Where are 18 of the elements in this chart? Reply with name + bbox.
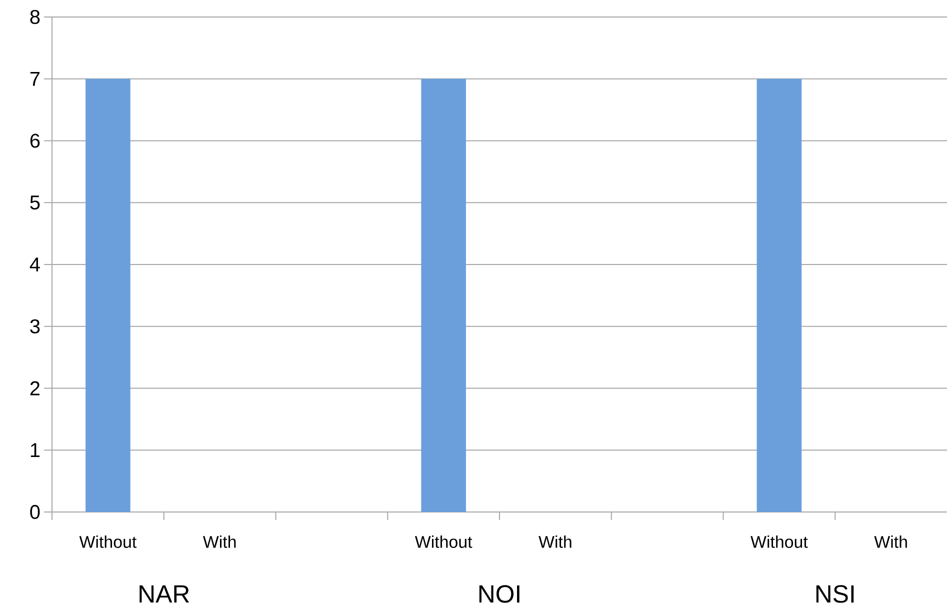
y-tick-label: 1 bbox=[30, 443, 40, 457]
text: NOI bbox=[479, 585, 520, 603]
y-tick-label: 6 bbox=[30, 134, 40, 148]
x-tick-label: Without bbox=[750, 536, 808, 548]
y-tick-label: 7 bbox=[30, 72, 40, 86]
y-tick-label: 3 bbox=[30, 319, 40, 334]
text: NSI bbox=[816, 585, 854, 603]
x-tick-label: With bbox=[202, 536, 236, 548]
text: NAR bbox=[140, 585, 190, 603]
y-tick-label: 8 bbox=[30, 10, 40, 24]
x-tick-label: Without bbox=[79, 536, 137, 548]
x-tick-label: With bbox=[538, 536, 572, 548]
y-tick-label: 0 bbox=[30, 504, 40, 520]
y-tick-label: 4 bbox=[30, 258, 40, 272]
y-tick-label: 2 bbox=[30, 381, 40, 396]
x-tick-label: With bbox=[874, 536, 907, 548]
y-tick-label: 5 bbox=[30, 196, 40, 210]
x-tick-label: Without bbox=[414, 536, 472, 548]
